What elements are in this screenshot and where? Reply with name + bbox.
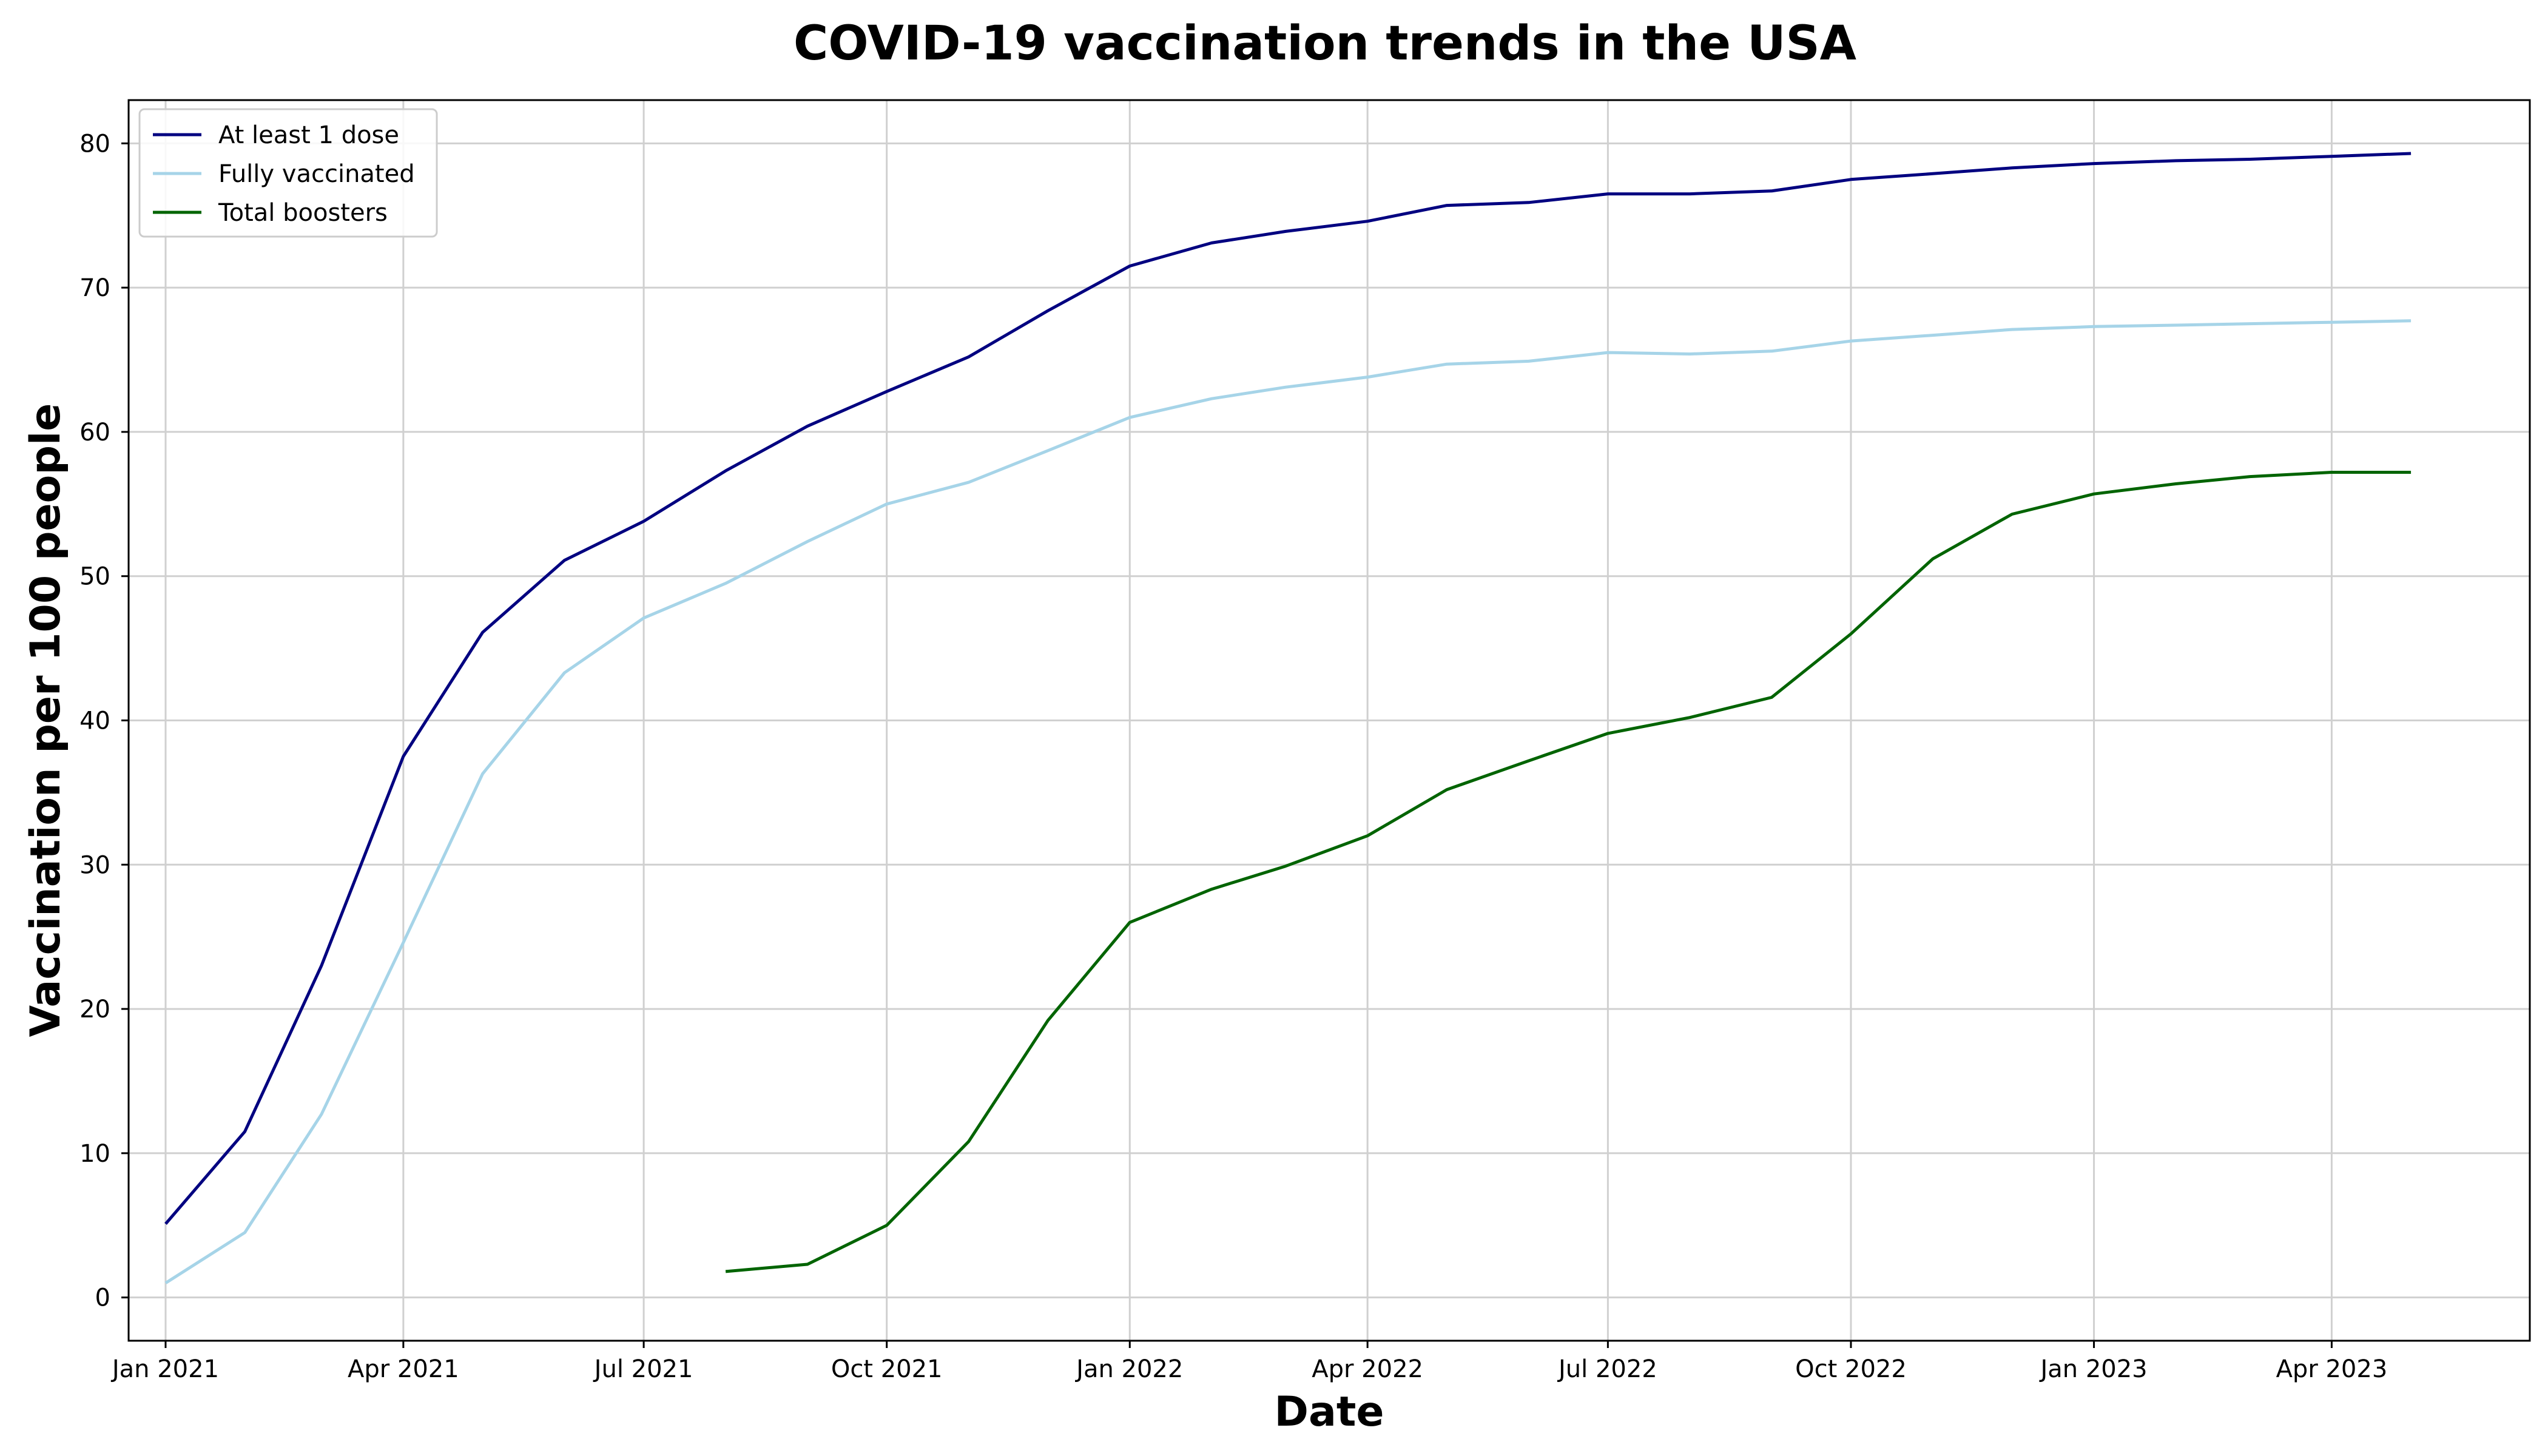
chart-title: COVID-19 vaccination trends in the USA [794, 16, 1856, 71]
x-tick-label: Apr 2021 [348, 1355, 459, 1383]
series-line-3 [725, 471, 2412, 1273]
y-axis-label: Vaccination per 100 people [22, 403, 70, 1037]
y-tick-label: 0 [95, 1284, 110, 1312]
y-tick-label: 40 [79, 707, 110, 735]
y-tick-label: 50 [79, 563, 110, 591]
series-line-2 [164, 319, 2412, 1285]
y-tick-label: 70 [79, 274, 110, 302]
y-tick-label: 20 [79, 996, 110, 1023]
x-axis-label: Date [1275, 1388, 1384, 1436]
x-tick-label: Oct 2022 [1795, 1355, 1907, 1383]
y-tick-label: 30 [79, 851, 110, 879]
series-lines [164, 152, 2412, 1285]
series-line-1 [164, 152, 2412, 1225]
legend-frame [138, 108, 438, 238]
legend-label: Total boosters [218, 199, 388, 227]
legend-label: Fully vaccinated [218, 160, 415, 188]
x-tick-label: Jan 2022 [1074, 1355, 1183, 1383]
x-tick-label: Jan 2021 [110, 1355, 219, 1383]
legend: At least 1 dose Fully vaccinated Total boo… [138, 108, 438, 238]
axis-ticks: 0 10 20 30 40 50 60 70 80 Jan 2021 Apr 2021 Jul 202… [79, 130, 2387, 1383]
x-tick-label: Apr 2022 [1312, 1355, 1423, 1383]
legend-label: At least 1 dose [218, 121, 399, 149]
x-tick-label: Jul 2021 [593, 1355, 693, 1383]
x-tick-label: Jan 2023 [2038, 1355, 2147, 1383]
y-tick-label: 60 [79, 419, 110, 447]
x-tick-label: Oct 2021 [831, 1355, 943, 1383]
x-tick-label: Jul 2022 [1557, 1355, 1657, 1383]
x-tick-label: Apr 2023 [2276, 1355, 2388, 1383]
y-tick-label: 10 [79, 1140, 110, 1168]
grid-lines [129, 100, 2530, 1341]
y-tick-label: 80 [79, 130, 110, 158]
